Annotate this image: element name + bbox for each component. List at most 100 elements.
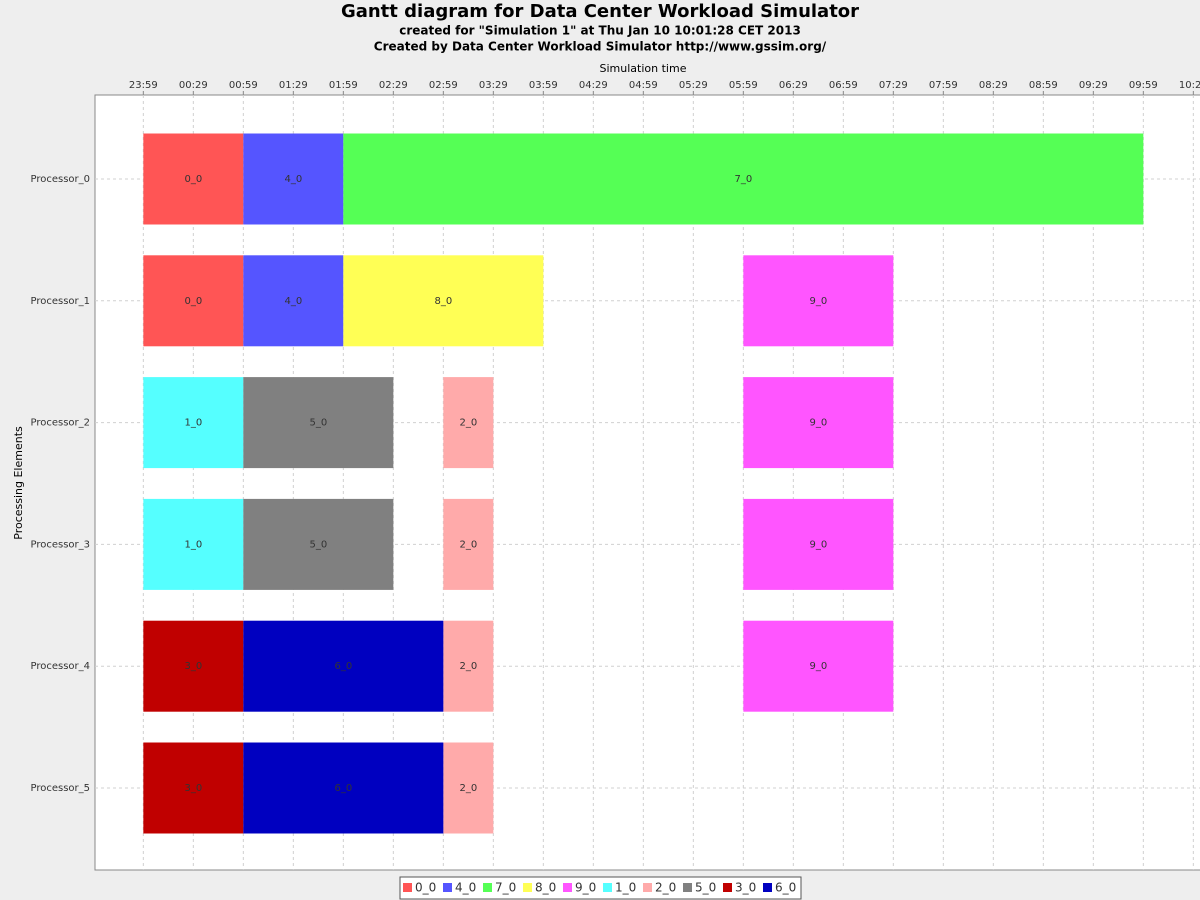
task-label: 6_0 xyxy=(334,783,352,794)
y-tick-label: Processor_0 xyxy=(30,174,90,185)
task-label: 9_0 xyxy=(809,296,827,307)
x-tick-label: 09:29 xyxy=(1079,80,1108,91)
task-bar xyxy=(243,620,444,712)
y-tick-label: Processor_1 xyxy=(30,296,90,307)
x-tick-label: 06:59 xyxy=(829,80,858,91)
y-axis-label: Processing Elements xyxy=(12,426,25,540)
legend-label: 6_0 xyxy=(775,881,796,895)
x-tick-label: 05:59 xyxy=(729,80,758,91)
legend-label: 7_0 xyxy=(495,881,516,895)
x-tick-label: 02:29 xyxy=(379,80,408,91)
legend-swatch xyxy=(603,883,612,892)
task-label: 0_0 xyxy=(184,296,202,307)
legend-label: 3_0 xyxy=(735,881,756,895)
task-label: 2_0 xyxy=(459,661,477,672)
task-label: 3_0 xyxy=(184,661,202,672)
task-label: 5_0 xyxy=(309,539,327,550)
task-bar xyxy=(443,620,494,712)
legend-label: 9_0 xyxy=(575,881,596,895)
task-bar xyxy=(343,255,544,347)
x-tick-label: 08:59 xyxy=(1029,80,1058,91)
task-label: 7_0 xyxy=(734,174,752,185)
task-bar xyxy=(743,620,894,712)
task-label: 2_0 xyxy=(459,539,477,550)
task-bar xyxy=(443,377,494,469)
task-label: 5_0 xyxy=(309,418,327,429)
y-tick-label: Processor_2 xyxy=(30,418,90,429)
task-bar xyxy=(143,620,244,712)
y-tick-label: Processor_3 xyxy=(30,539,90,550)
legend-swatch xyxy=(763,883,772,892)
legend-label: 5_0 xyxy=(695,881,716,895)
x-tick-label: 03:59 xyxy=(529,80,558,91)
task-bar xyxy=(243,742,444,834)
legend-swatch xyxy=(683,883,692,892)
chart-title: Gantt diagram for Data Center Workload S… xyxy=(341,1,859,22)
task-bar xyxy=(443,498,494,590)
x-tick-label: 05:29 xyxy=(679,80,708,91)
x-tick-label: 08:29 xyxy=(979,80,1008,91)
x-tick-label: 04:59 xyxy=(629,80,658,91)
x-tick-label: 00:29 xyxy=(179,80,208,91)
x-tick-label: 10:29 xyxy=(1179,80,1200,91)
x-tick-label: 00:59 xyxy=(229,80,258,91)
task-label: 2_0 xyxy=(459,783,477,794)
legend-swatch xyxy=(523,883,532,892)
task-bar xyxy=(143,133,244,225)
x-tick-label: 04:29 xyxy=(579,80,608,91)
task-bar xyxy=(243,377,394,469)
task-label: 6_0 xyxy=(334,661,352,672)
task-bar xyxy=(243,133,344,225)
legend-swatch xyxy=(403,883,412,892)
task-label: 3_0 xyxy=(184,783,202,794)
chart-subtitle: Created by Data Center Workload Simulato… xyxy=(374,40,827,54)
legend-label: 0_0 xyxy=(415,881,436,895)
legend-swatch xyxy=(723,883,732,892)
x-tick-label: 01:59 xyxy=(329,80,358,91)
legend-label: 8_0 xyxy=(535,881,556,895)
task-label: 1_0 xyxy=(184,539,202,550)
task-bar xyxy=(143,742,244,834)
legend-box xyxy=(399,876,802,900)
x-tick-label: 07:29 xyxy=(879,80,908,91)
task-bar xyxy=(443,742,494,834)
task-bar xyxy=(743,498,894,590)
y-tick-label: Processor_5 xyxy=(30,783,90,794)
task-label: 1_0 xyxy=(184,418,202,429)
task-bar xyxy=(343,133,1144,225)
legend-label: 1_0 xyxy=(615,881,636,895)
x-axis-label: Simulation time xyxy=(600,62,687,75)
task-label: 9_0 xyxy=(809,418,827,429)
legend-label: 2_0 xyxy=(655,881,676,895)
x-tick-label: 09:59 xyxy=(1129,80,1158,91)
legend-swatch xyxy=(483,883,492,892)
chart-subtitle: created for "Simulation 1" at Thu Jan 10… xyxy=(399,24,801,38)
task-bar xyxy=(243,498,394,590)
legend-label: 4_0 xyxy=(455,881,476,895)
x-tick-label: 06:29 xyxy=(779,80,808,91)
task-label: 2_0 xyxy=(459,418,477,429)
task-bar xyxy=(143,255,244,347)
x-tick-label: 01:29 xyxy=(279,80,308,91)
task-bar xyxy=(143,498,244,590)
task-label: 0_0 xyxy=(184,174,202,185)
task-label: 9_0 xyxy=(809,539,827,550)
task-bar xyxy=(743,377,894,469)
legend-swatch xyxy=(643,883,652,892)
task-bar xyxy=(143,377,244,469)
x-tick-label: 07:59 xyxy=(929,80,958,91)
y-tick-label: Processor_4 xyxy=(30,661,90,672)
x-tick-label: 02:59 xyxy=(429,80,458,91)
task-label: 4_0 xyxy=(284,296,302,307)
task-bar xyxy=(743,255,894,347)
task-label: 9_0 xyxy=(809,661,827,672)
legend-swatch xyxy=(563,883,572,892)
legend-swatch xyxy=(443,883,452,892)
task-bar xyxy=(243,255,344,347)
task-label: 8_0 xyxy=(434,296,452,307)
x-tick-label: 03:29 xyxy=(479,80,508,91)
task-label: 4_0 xyxy=(284,174,302,185)
x-tick-label: 23:59 xyxy=(129,80,158,91)
